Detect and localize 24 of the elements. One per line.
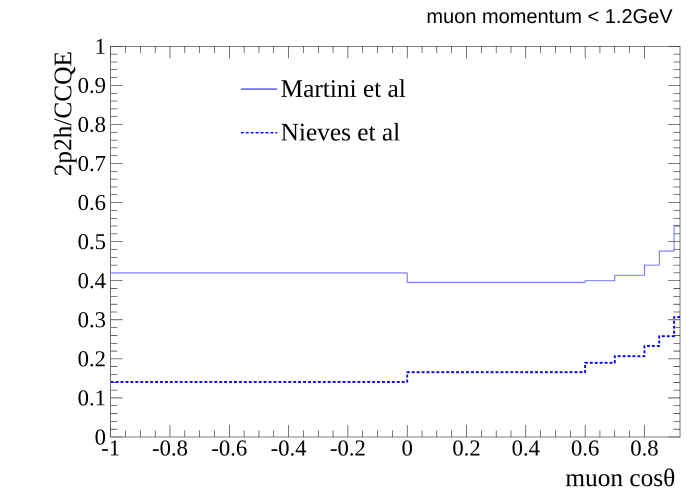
x-tick-label: 0 [402, 440, 412, 456]
x-axis-title: muon cosθ [566, 468, 674, 486]
x-tick-label: 0.2 [453, 440, 480, 456]
y-tick-label: 0.9 [78, 78, 106, 94]
chart-title: muon momentum < 1.2GeV [428, 9, 672, 24]
y-tick-label: 0.5 [78, 234, 106, 250]
y-tick-label: 0.2 [78, 351, 105, 367]
x-tick-label: -0.8 [152, 440, 188, 456]
y-tick-label: 0.3 [78, 312, 106, 328]
legend-label: Nieves et al [281, 122, 400, 141]
y-axis-title: 2p2h/CCQE [54, 52, 77, 176]
y-tick-label: 0.4 [78, 273, 106, 288]
y-tick-label: 1 [96, 38, 105, 54]
x-tick-label: 0.6 [572, 440, 599, 456]
x-tick-label: 0.4 [512, 440, 540, 456]
x-tick-label: -0.2 [330, 440, 365, 456]
legend-label: Martini et al [281, 79, 406, 98]
x-tick-label: 0.8 [631, 440, 658, 456]
x-tick-label: -0.4 [271, 440, 306, 456]
x-tick-label: -0.6 [212, 440, 247, 456]
y-tick-label: 0.8 [78, 116, 106, 132]
y-tick-label: 0.7 [78, 156, 106, 172]
y-tick-label: 0.6 [78, 194, 106, 210]
y-tick-label: 0.1 [78, 390, 105, 406]
